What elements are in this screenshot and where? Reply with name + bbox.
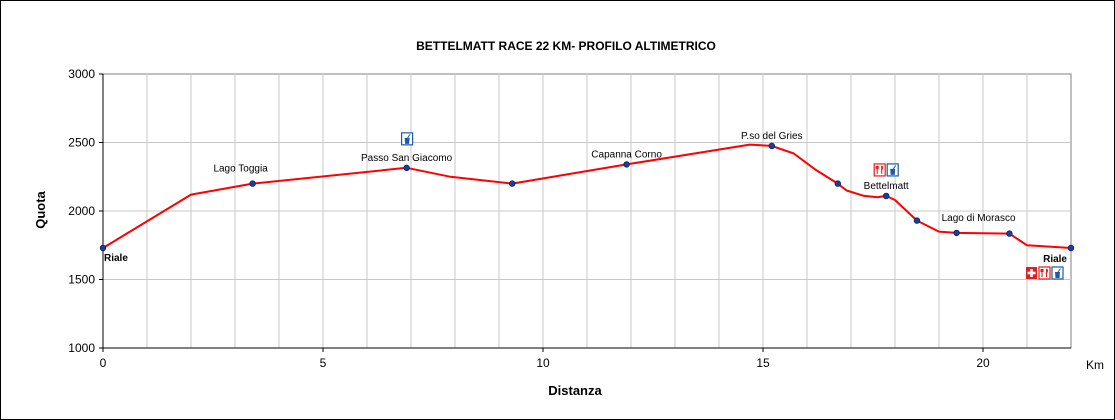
waypoint-label: Riale [104, 253, 128, 264]
waypoint-marker [509, 180, 516, 187]
water-icon [1051, 266, 1064, 280]
waypoint-label: P.so del Gries [741, 131, 803, 142]
y-axis-label: Quota [33, 190, 48, 228]
x-tick-label: 5 [320, 356, 327, 370]
water-icon [886, 163, 899, 177]
x-tick-label: 10 [536, 356, 550, 370]
waypoint-label: Capanna Corno [591, 149, 662, 160]
y-tick-label: 2000 [68, 204, 95, 218]
food-icon [1038, 266, 1051, 280]
food-icon [873, 163, 886, 177]
waypoint-marker [249, 180, 256, 187]
x-tick-label: 20 [976, 356, 990, 370]
waypoint-label: Lago Toggia [213, 164, 268, 175]
first-aid-icon [1026, 266, 1037, 279]
x-tick-label: 15 [756, 356, 770, 370]
y-tick-label: 1000 [68, 341, 95, 355]
waypoint-marker [99, 244, 107, 252]
waypoint-marker [913, 217, 921, 224]
waypoint-marker [953, 229, 960, 237]
waypoint-marker [403, 164, 410, 172]
x-tick-label: 0 [100, 356, 107, 370]
waypoint-marker [1067, 244, 1075, 252]
waypoint-label: Bettelmatt [864, 181, 909, 192]
plot-area: 1000 1500 2000 2500 3000 0 5 10 15 20 Riale Lago To… [68, 67, 1075, 370]
waypoint-marker [883, 192, 890, 200]
waypoint-marker [768, 142, 775, 150]
waypoint-label: Passo San Giacomo [361, 153, 453, 164]
x-unit-label: Km [1086, 358, 1104, 372]
waypoint-marker [1006, 230, 1013, 237]
x-axis-label: Distanza [548, 383, 602, 398]
waypoint-marker [834, 180, 841, 187]
waypoint-marker [623, 161, 630, 168]
y-tick-label: 3000 [68, 67, 95, 81]
water-icon [401, 132, 414, 146]
chart-title: BETTELMATT RACE 22 KM- PROFILO ALTIMETRI… [416, 39, 716, 53]
y-tick-label: 1500 [68, 273, 95, 287]
waypoint-label: Riale [1043, 254, 1067, 265]
waypoint-label: Lago di Morasco [942, 213, 1016, 224]
y-tick-label: 2500 [68, 136, 95, 150]
